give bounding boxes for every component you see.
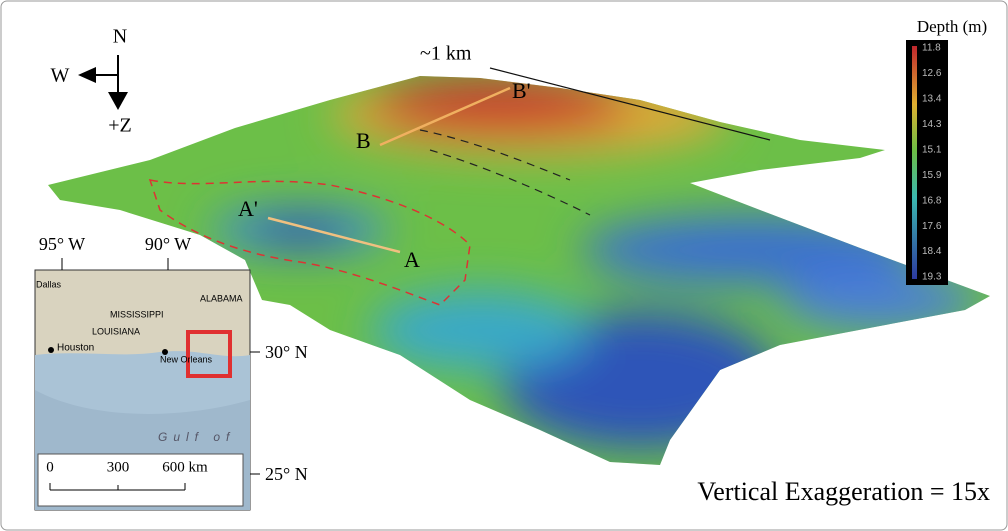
- colorbar-tick-label: 11.8: [922, 43, 941, 54]
- lat-label: 30° N: [265, 342, 308, 362]
- lon-label: 90° W: [145, 234, 191, 254]
- colorbar-tick-label: 14.3: [922, 119, 942, 130]
- colorbar-tick-label: 16.8: [922, 195, 942, 206]
- figure: N W +Z ~1 km B' B A' A Depth (m) 11.8 12.…: [0, 0, 1008, 531]
- compass-down: +Z: [108, 115, 132, 137]
- place: Houston: [57, 343, 94, 354]
- colorbar-tick-label: 19.3: [922, 272, 942, 283]
- place: LOUISIANA: [92, 326, 140, 336]
- colorbar-tick-label: 13.4: [922, 94, 942, 105]
- profile-label: A': [238, 196, 258, 221]
- compass-north: N: [113, 26, 127, 48]
- scale-label: 0: [46, 459, 54, 475]
- profile-label: A: [404, 247, 420, 272]
- place: Dallas: [36, 279, 62, 289]
- compass-west: W: [51, 65, 70, 87]
- place: Gulf of: [158, 430, 235, 444]
- scale-label: 600 km: [162, 459, 208, 475]
- colorbar-tick-label: 17.6: [922, 221, 942, 232]
- scale-note: ~1 km: [420, 43, 472, 65]
- lat-label: 25° N: [265, 464, 308, 484]
- exaggeration-note: Vertical Exaggeration = 15x: [697, 477, 990, 506]
- lon-label: 95° W: [39, 234, 85, 254]
- place: ALABAMA: [200, 293, 243, 303]
- colorbar-strip: [912, 46, 917, 279]
- colorbar-tick-label: 15.9: [922, 170, 942, 181]
- colorbar-tick-label: 15.1: [922, 144, 942, 155]
- profile-label: B: [356, 128, 371, 153]
- scale-label: 300: [107, 459, 130, 475]
- colorbar-title: Depth (m): [917, 17, 987, 36]
- place: New Orleans: [160, 354, 213, 364]
- colorbar-tick-label: 12.6: [922, 68, 942, 79]
- colorbar-tick-label: 18.4: [922, 246, 942, 257]
- profile-label: B': [512, 78, 531, 103]
- place: MISSISSIPPI: [110, 309, 164, 319]
